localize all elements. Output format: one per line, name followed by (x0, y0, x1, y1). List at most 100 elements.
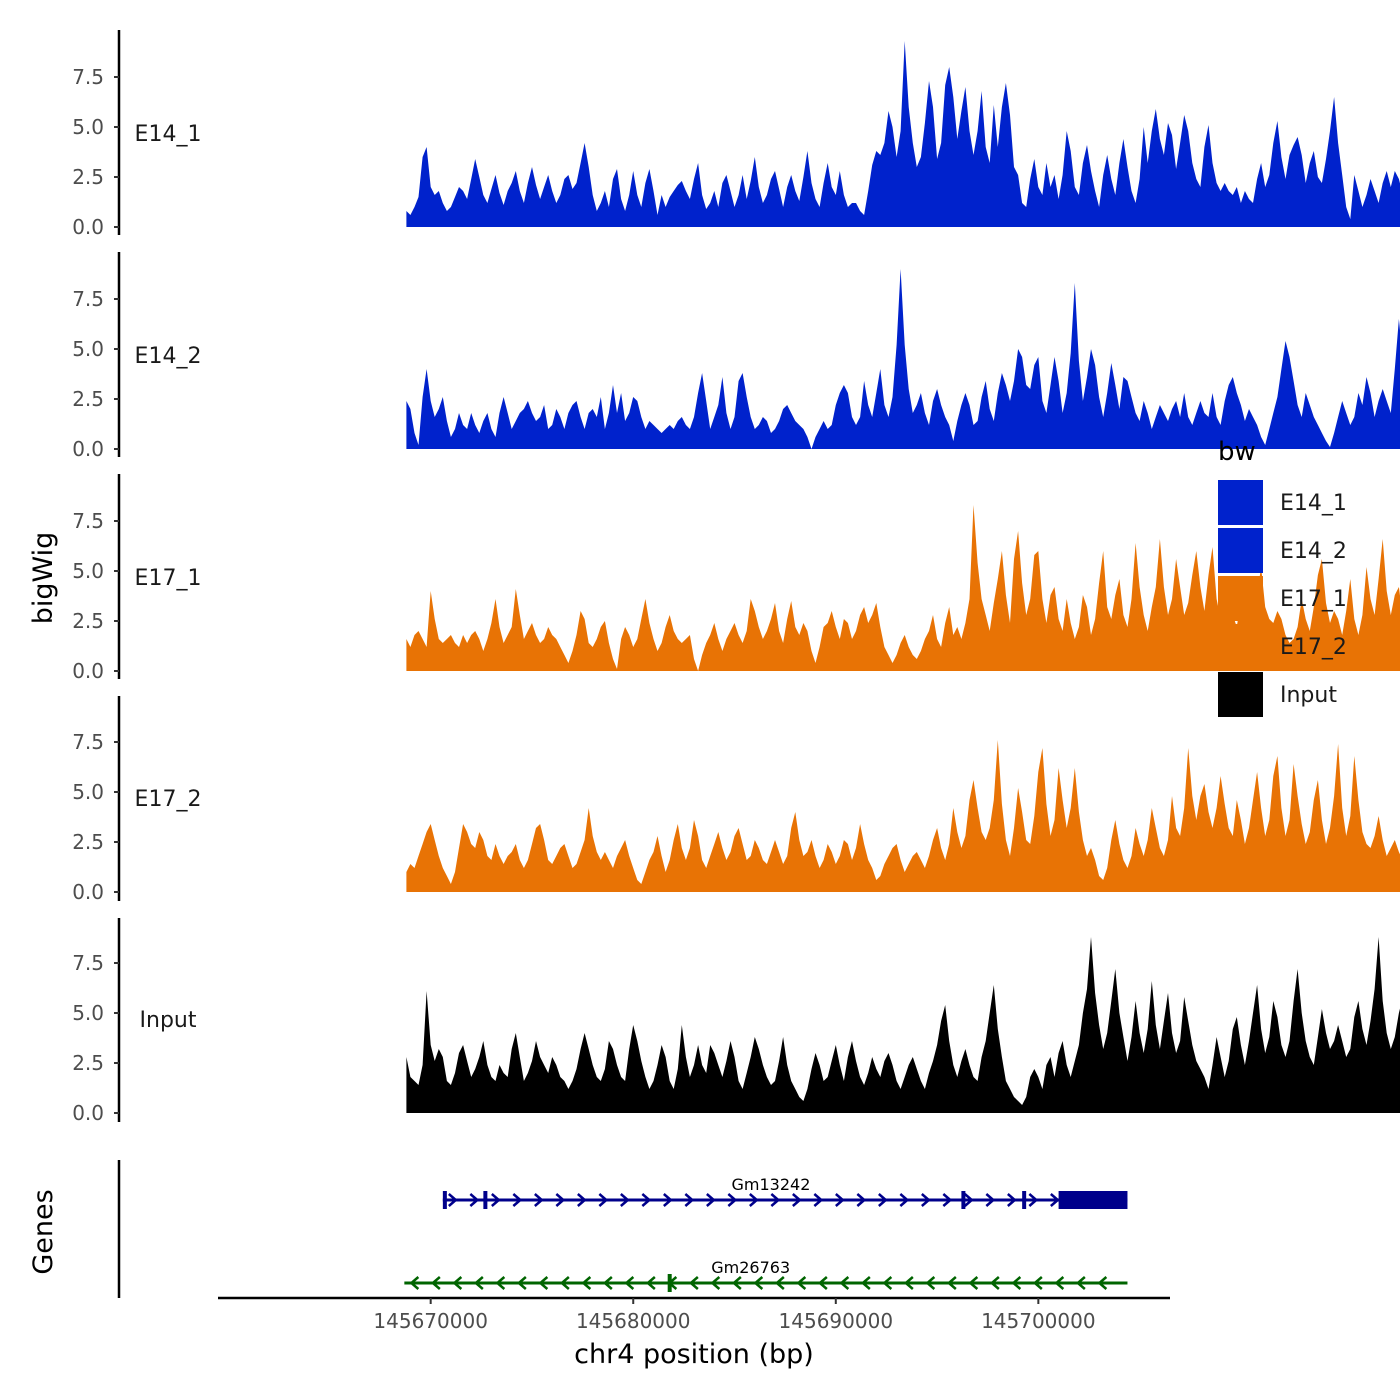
coverage-area-E14_2 (406, 269, 1400, 449)
strand-arrow (731, 1276, 742, 1290)
track-label: E14_1 (135, 122, 202, 147)
strand-arrow (989, 1276, 1000, 1290)
x-tick-label: 145700000 (981, 1309, 1096, 1333)
y-tick-label: 0.0 (72, 659, 104, 683)
strand-arrow (770, 1193, 781, 1207)
gene-Gm26763: Gm26763 (404, 1258, 1128, 1292)
legend-swatch (1218, 528, 1263, 573)
strand-arrow (985, 1193, 996, 1207)
strand-arrow (495, 1276, 506, 1290)
legend-entry-E14_1: E14_1 (1218, 480, 1347, 525)
gene-label: Gm13242 (732, 1175, 811, 1194)
strand-arrow (602, 1276, 613, 1290)
strand-arrow (1011, 1276, 1022, 1290)
strand-arrow (882, 1276, 893, 1290)
exon-mark (961, 1191, 966, 1209)
strand-arrow (534, 1193, 544, 1207)
x-tick-label: 145670000 (373, 1309, 488, 1333)
strand-arrow (1050, 1193, 1060, 1207)
strand-arrow (473, 1276, 484, 1290)
strand-arrow (1054, 1276, 1065, 1290)
coverage-area-E17_1 (406, 505, 1400, 671)
exon-mark (483, 1191, 488, 1209)
strand-arrow (946, 1276, 957, 1290)
strand-arrow (749, 1193, 759, 1207)
coverage-area-E17_2 (406, 740, 1400, 892)
strand-arrow (620, 1193, 630, 1207)
strand-arrow (1097, 1276, 1108, 1290)
legend-entry-E17_2: E17_2 (1218, 624, 1347, 669)
y-tick-label: 7.5 (72, 65, 104, 89)
exon-mark (442, 1191, 447, 1209)
strand-arrow (663, 1193, 673, 1207)
genes-panel: Gm13242 Gm26763 (117, 1160, 1128, 1298)
strand-arrow (512, 1193, 523, 1207)
strand-arrow (516, 1276, 527, 1290)
strand-arrow (448, 1193, 458, 1207)
strand-arrow (1075, 1276, 1086, 1290)
legend-label: E14_2 (1280, 539, 1347, 564)
strand-arrow (491, 1193, 501, 1207)
track-E14_2: 0.0 2.5 5.0 7.5 E14_2 (72, 252, 1400, 461)
strand-arrow (813, 1193, 824, 1207)
y-tick-label: 7.5 (72, 287, 104, 311)
y-tick-label: 7.5 (72, 951, 104, 975)
coverage-tracks: 0.0 2.5 5.0 7.5 E14_1 0.0 2.5 5.0 7.5 E14_2 0.0 2.5… (72, 30, 1400, 1125)
strand-arrow (706, 1193, 716, 1207)
strand-arrow (796, 1276, 807, 1290)
track-label: Input (140, 1008, 197, 1033)
y-tick-label: 0.0 (72, 215, 104, 239)
genes-axis-title: Genes (28, 1189, 59, 1274)
track-E17_1: 0.0 2.5 5.0 7.5 E17_1 (72, 474, 1400, 683)
y-tick-label: 5.0 (72, 1001, 104, 1025)
y-tick-label: 0.0 (72, 880, 104, 904)
gene-label: Gm26763 (711, 1258, 790, 1277)
strand-arrow (538, 1276, 549, 1290)
y-tick-label: 2.5 (72, 165, 104, 189)
strand-arrow (710, 1276, 721, 1290)
y-tick-label: 0.0 (72, 437, 104, 461)
strand-arrow (555, 1193, 566, 1207)
strand-arrow (688, 1276, 699, 1290)
strand-arrow (925, 1276, 936, 1290)
strand-arrow (577, 1193, 587, 1207)
legend-label: E14_1 (1280, 491, 1347, 516)
legend-entry-E17_1: E17_1 (1218, 576, 1347, 621)
x-tick-label: 145690000 (779, 1309, 894, 1333)
exon-mark (667, 1274, 672, 1292)
strand-arrow (409, 1276, 420, 1290)
x-axis-title: chr4 position (bp) (574, 1339, 814, 1370)
legend-label: E17_2 (1280, 635, 1347, 660)
strand-arrow (968, 1276, 979, 1290)
legend: bw E14_1 E14_2 E17_1 E17_2 Input (1218, 437, 1347, 717)
strand-arrow (727, 1193, 738, 1207)
y-tick-label: 7.5 (72, 509, 104, 533)
strand-arrow (792, 1193, 802, 1207)
strand-arrow (1007, 1193, 1017, 1207)
legend-title: bw (1218, 437, 1256, 467)
exon-block (1058, 1191, 1128, 1209)
track-label: E17_1 (135, 566, 202, 591)
x-axis: 145670000 145680000 145690000 145700000 (218, 1296, 1170, 1333)
legend-entry-E14_2: E14_2 (1218, 528, 1347, 573)
coverage-area-E14_1 (406, 41, 1400, 227)
strand-arrow (645, 1276, 656, 1290)
strand-arrow (860, 1276, 871, 1290)
strand-arrow (942, 1193, 953, 1207)
strand-arrow (817, 1276, 828, 1290)
legend-entry-Input: Input (1218, 672, 1337, 717)
strand-arrow (899, 1193, 910, 1207)
gene-Gm13242: Gm13242 (442, 1175, 1128, 1209)
legend-label: Input (1280, 683, 1337, 708)
strand-arrow (964, 1193, 974, 1207)
y-tick-label: 5.0 (72, 115, 104, 139)
legend-label: E17_1 (1280, 587, 1347, 612)
strand-arrow (469, 1193, 480, 1207)
strand-arrow (559, 1276, 570, 1290)
y-tick-label: 5.0 (72, 337, 104, 361)
y-tick-label: 0.0 (72, 1101, 104, 1125)
y-tick-label: 2.5 (72, 387, 104, 411)
strand-arrow (753, 1276, 764, 1290)
strand-arrow (581, 1276, 592, 1290)
